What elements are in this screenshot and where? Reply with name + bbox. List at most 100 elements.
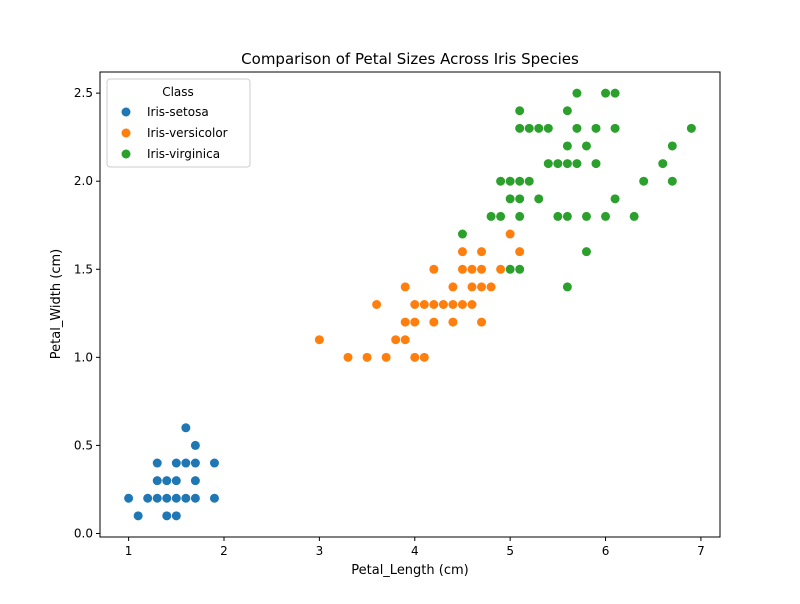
chart-title: Comparison of Petal Sizes Across Iris Sp… <box>241 50 579 68</box>
point-iris-setosa <box>181 458 191 468</box>
legend-label-iris-setosa: Iris-setosa <box>147 105 209 119</box>
point-iris-versicolor <box>515 247 525 257</box>
point-iris-versicolor <box>496 264 506 274</box>
point-iris-versicolor <box>410 317 420 327</box>
point-iris-setosa <box>133 511 143 521</box>
point-iris-virginica <box>562 159 572 169</box>
legend-marker-iris-setosa <box>121 107 131 117</box>
point-iris-setosa <box>190 458 200 468</box>
point-iris-versicolor <box>457 264 467 274</box>
point-iris-virginica <box>610 194 620 204</box>
point-iris-versicolor <box>505 229 515 239</box>
point-iris-versicolor <box>343 352 353 362</box>
x-tick-label: 6 <box>602 544 610 558</box>
point-iris-virginica <box>534 194 544 204</box>
point-iris-setosa <box>162 476 172 486</box>
point-iris-setosa <box>190 440 200 450</box>
point-iris-versicolor <box>410 352 420 362</box>
point-iris-versicolor <box>429 317 439 327</box>
y-tick-label: 2.0 <box>74 174 93 188</box>
point-iris-virginica <box>505 176 515 186</box>
point-iris-setosa <box>171 511 181 521</box>
point-iris-virginica <box>610 88 620 98</box>
x-axis-ticks: 1 2 3 4 5 6 7 <box>125 537 705 558</box>
point-iris-virginica <box>686 123 696 133</box>
point-iris-virginica <box>457 229 467 239</box>
point-iris-virginica <box>562 141 572 151</box>
point-iris-setosa <box>190 493 200 503</box>
point-iris-setosa <box>162 511 172 521</box>
legend-entries: Iris-setosa Iris-versicolor Iris-virginica <box>121 105 228 161</box>
point-iris-setosa <box>152 458 162 468</box>
point-iris-setosa <box>152 493 162 503</box>
y-axis-ticks: 0.0 0.5 1.0 1.5 2.0 2.5 <box>74 86 100 540</box>
x-axis-label: Petal_Length (cm) <box>351 563 468 578</box>
y-axis-label: Petal_Width (cm) <box>49 249 64 359</box>
point-iris-virginica <box>601 211 611 221</box>
point-iris-setosa <box>181 493 191 503</box>
point-iris-versicolor <box>400 335 410 345</box>
point-iris-virginica <box>505 264 515 274</box>
point-iris-virginica <box>524 176 534 186</box>
point-iris-virginica <box>667 176 677 186</box>
point-iris-versicolor <box>438 300 448 309</box>
point-iris-virginica <box>524 123 534 133</box>
legend-box <box>106 78 251 168</box>
point-iris-versicolor <box>457 300 467 309</box>
point-iris-virginica <box>553 159 563 169</box>
point-iris-versicolor <box>448 317 458 327</box>
point-iris-versicolor <box>410 300 420 309</box>
point-iris-versicolor <box>486 282 496 292</box>
point-iris-virginica <box>601 88 611 98</box>
point-iris-versicolor <box>362 352 372 362</box>
point-iris-versicolor <box>448 282 458 292</box>
x-tick-label: 1 <box>125 544 133 558</box>
point-iris-setosa <box>171 476 181 486</box>
point-iris-virginica <box>562 282 572 292</box>
point-iris-setosa <box>181 423 191 433</box>
point-iris-versicolor <box>381 352 391 362</box>
point-iris-virginica <box>581 211 591 221</box>
point-iris-virginica <box>562 106 572 116</box>
point-iris-setosa <box>171 458 181 468</box>
point-iris-virginica <box>515 176 525 186</box>
point-iris-versicolor <box>477 317 487 327</box>
x-tick-label: 3 <box>316 544 324 558</box>
point-iris-versicolor <box>467 300 477 309</box>
point-iris-virginica <box>515 123 525 133</box>
point-iris-virginica <box>591 159 601 169</box>
point-iris-setosa <box>190 476 200 486</box>
point-iris-virginica <box>553 211 563 221</box>
point-iris-setosa <box>152 476 162 486</box>
point-iris-versicolor <box>400 317 410 327</box>
point-iris-virginica <box>543 159 553 169</box>
point-iris-virginica <box>515 106 525 116</box>
point-iris-virginica <box>581 141 591 151</box>
point-iris-versicolor <box>372 300 382 309</box>
legend-label-iris-virginica: Iris-virginica <box>147 147 220 161</box>
point-iris-versicolor <box>429 300 439 309</box>
point-iris-virginica <box>534 123 544 133</box>
point-iris-virginica <box>515 211 525 221</box>
point-iris-setosa <box>143 493 153 503</box>
legend: Class Iris-setosa Iris-versicolor Iris-vir… <box>106 78 251 168</box>
point-iris-versicolor <box>477 282 487 292</box>
point-iris-setosa <box>162 493 172 503</box>
point-iris-setosa <box>209 493 219 503</box>
point-iris-versicolor <box>477 247 487 257</box>
point-iris-virginica <box>543 123 553 133</box>
y-tick-label: 1.0 <box>74 350 93 364</box>
x-tick-label: 4 <box>411 544 419 558</box>
point-iris-virginica <box>658 159 668 169</box>
point-iris-virginica <box>515 264 525 274</box>
point-iris-virginica <box>639 176 649 186</box>
point-iris-versicolor <box>391 335 401 345</box>
y-tick-label: 0.5 <box>74 438 93 452</box>
legend-marker-iris-virginica <box>121 149 131 159</box>
point-iris-virginica <box>496 176 506 186</box>
x-tick-label: 5 <box>506 544 514 558</box>
point-iris-virginica <box>515 194 525 204</box>
points-layer <box>124 88 696 521</box>
